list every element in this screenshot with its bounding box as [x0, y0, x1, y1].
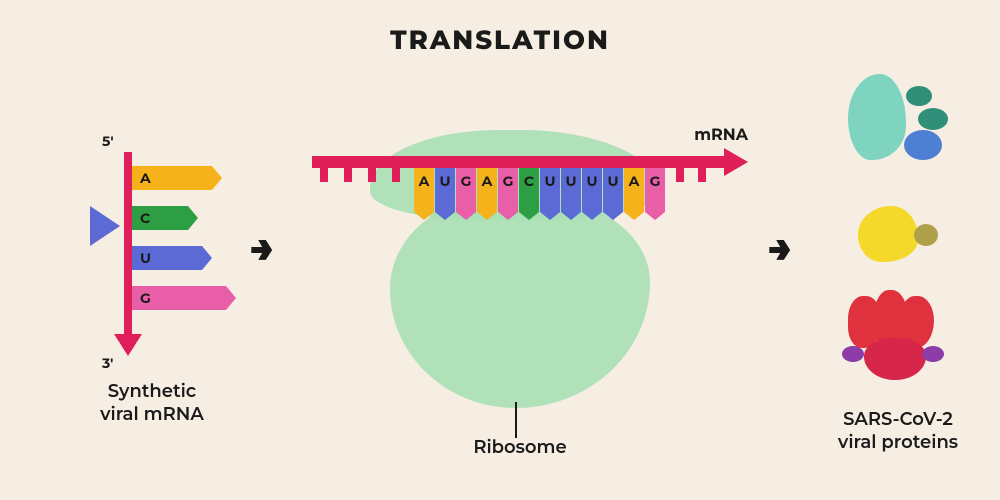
- codon-A: A: [414, 168, 434, 212]
- codon-G: G: [456, 168, 476, 212]
- protein-blob: [904, 130, 942, 160]
- ribosome-small-subunit: [390, 198, 650, 408]
- mrna-cap-icon: [90, 206, 120, 246]
- protein-blob: [864, 338, 926, 380]
- codon-A: A: [477, 168, 497, 212]
- protein-blob: [914, 224, 938, 246]
- codon-U: U: [582, 168, 602, 212]
- ribosome-label: Ribosome: [430, 436, 610, 459]
- codon-U: U: [603, 168, 623, 212]
- codon-G: G: [645, 168, 665, 212]
- codon-U: U: [561, 168, 581, 212]
- five-prime-label: 5': [102, 132, 114, 150]
- mrna-strand-arrow-icon: [724, 148, 748, 176]
- base-U: U: [132, 246, 202, 270]
- synthetic-mrna-label: Syntheticviral mRNA: [62, 380, 242, 425]
- base-G: G: [132, 286, 226, 310]
- mrna-arrowhead-icon: [114, 334, 142, 356]
- protein-blob: [848, 74, 906, 160]
- arrow-center-to-right-icon: →: [768, 228, 792, 268]
- mrna-spine: [124, 152, 132, 338]
- codon-U: U: [435, 168, 455, 212]
- codon-A: A: [624, 168, 644, 212]
- three-prime-label: 3': [102, 354, 113, 372]
- translation-complex: AUGAGCUUUUAG mRNA: [310, 100, 730, 420]
- mrna-tick: [676, 168, 684, 182]
- codon-C: C: [519, 168, 539, 212]
- base-C: C: [132, 206, 188, 230]
- protein-blob: [858, 206, 918, 262]
- protein-blob: [906, 86, 932, 106]
- protein-blob: [842, 346, 864, 362]
- protein-blob: [922, 346, 944, 362]
- mrna-tick: [698, 168, 706, 182]
- mrna-tick: [392, 168, 400, 182]
- mrna-tick: [368, 168, 376, 182]
- diagram-title: TRANSLATION: [0, 24, 1000, 56]
- viral-proteins-label: SARS-CoV-2viral proteins: [808, 408, 988, 453]
- synthetic-mrna: 5' ACUG 3': [104, 144, 224, 354]
- arrow-left-to-center-icon: →: [250, 228, 274, 268]
- protein-blob: [918, 108, 948, 130]
- base-A: A: [132, 166, 212, 190]
- ribosome-leader-line: [515, 402, 517, 438]
- mrna-tick: [320, 168, 328, 182]
- mrna-tick: [344, 168, 352, 182]
- mrna-strand: [312, 156, 728, 168]
- viral-proteins: [818, 74, 978, 414]
- codon-G: G: [498, 168, 518, 212]
- codon-U: U: [540, 168, 560, 212]
- mrna-label: mRNA: [694, 126, 748, 145]
